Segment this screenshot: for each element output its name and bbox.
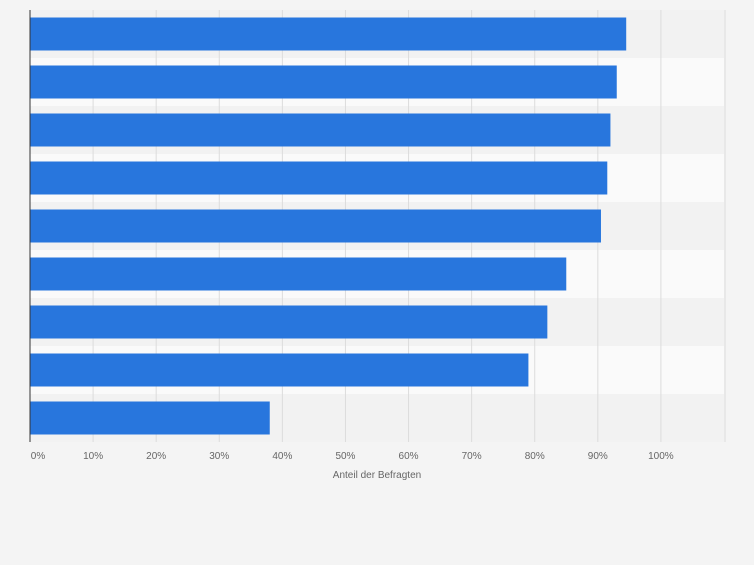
x-tick-label: 0% xyxy=(31,451,46,462)
x-tick-label: 80% xyxy=(525,451,545,462)
x-axis-ticks: 0% 10% 20% 30% 40% 50% 60% 70% 80% 90% 100% xyxy=(31,451,674,462)
x-tick-label: 40% xyxy=(272,451,292,462)
bar xyxy=(30,65,617,99)
bar xyxy=(30,305,548,339)
x-tick-label: 20% xyxy=(146,451,166,462)
bar xyxy=(30,257,567,291)
bar xyxy=(30,401,270,435)
x-tick-label: 70% xyxy=(462,451,482,462)
x-tick-label: 10% xyxy=(83,451,103,462)
bar xyxy=(30,17,627,51)
bar xyxy=(30,353,529,387)
bar xyxy=(30,113,611,147)
x-tick-label: 100% xyxy=(648,451,674,462)
x-tick-label: 50% xyxy=(335,451,355,462)
bars xyxy=(30,17,627,435)
bar xyxy=(30,209,601,243)
bar xyxy=(30,161,608,195)
x-axis-label: Anteil der Befragten xyxy=(333,470,421,481)
x-tick-label: 90% xyxy=(588,451,608,462)
x-tick-label: 60% xyxy=(399,451,419,462)
x-tick-label: 30% xyxy=(209,451,229,462)
